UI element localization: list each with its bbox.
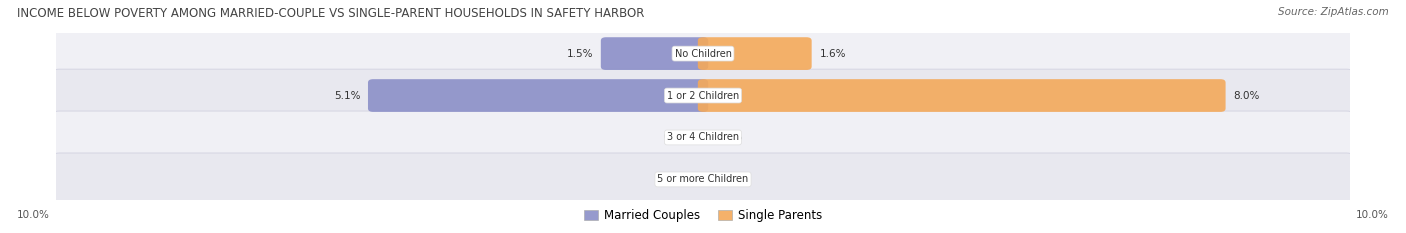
FancyBboxPatch shape — [49, 27, 1357, 80]
Legend: Married Couples, Single Parents: Married Couples, Single Parents — [579, 205, 827, 227]
FancyBboxPatch shape — [697, 79, 1226, 112]
Text: 0.0%: 0.0% — [716, 175, 742, 184]
Text: 10.0%: 10.0% — [1357, 210, 1389, 220]
FancyBboxPatch shape — [697, 37, 811, 70]
Text: Source: ZipAtlas.com: Source: ZipAtlas.com — [1278, 7, 1389, 17]
Text: 10.0%: 10.0% — [17, 210, 49, 220]
FancyBboxPatch shape — [49, 111, 1357, 164]
FancyBboxPatch shape — [49, 153, 1357, 206]
Text: 5 or more Children: 5 or more Children — [658, 175, 748, 184]
Text: 5.1%: 5.1% — [333, 91, 360, 100]
Text: 1.6%: 1.6% — [820, 49, 846, 58]
FancyBboxPatch shape — [49, 69, 1357, 122]
Text: 1.5%: 1.5% — [567, 49, 593, 58]
Text: 0.0%: 0.0% — [664, 175, 690, 184]
Text: 1 or 2 Children: 1 or 2 Children — [666, 91, 740, 100]
Text: INCOME BELOW POVERTY AMONG MARRIED-COUPLE VS SINGLE-PARENT HOUSEHOLDS IN SAFETY : INCOME BELOW POVERTY AMONG MARRIED-COUPL… — [17, 7, 644, 20]
Text: 8.0%: 8.0% — [1233, 91, 1260, 100]
FancyBboxPatch shape — [368, 79, 709, 112]
Text: 3 or 4 Children: 3 or 4 Children — [666, 133, 740, 142]
Text: 0.0%: 0.0% — [716, 133, 742, 142]
Text: 0.0%: 0.0% — [664, 133, 690, 142]
Text: No Children: No Children — [675, 49, 731, 58]
FancyBboxPatch shape — [600, 37, 709, 70]
